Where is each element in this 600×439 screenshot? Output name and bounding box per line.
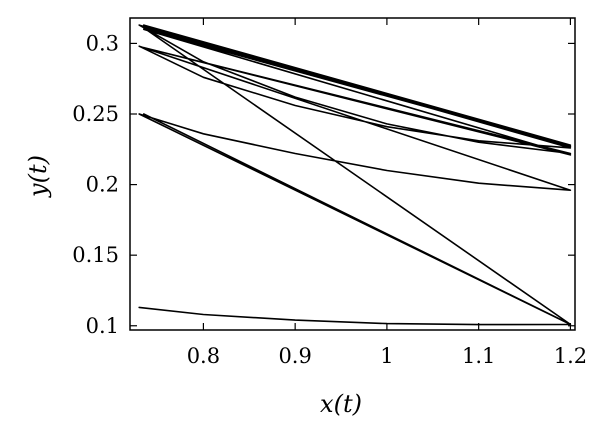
y-tick-label: 0.2 <box>86 173 119 197</box>
trajectory-line <box>138 24 572 326</box>
axis-ticks: 0.8 0.9 1 1.1 1.2 0.1 0.15 0.2 0.25 0.3 <box>72 18 587 368</box>
x-tick-label: 0.8 <box>187 344 220 368</box>
trajectory <box>138 24 572 326</box>
x-tick-label: 1.1 <box>462 344 495 368</box>
y-axis-label: y(t) <box>24 155 52 198</box>
plot-frame <box>129 17 576 331</box>
plot-area <box>129 17 576 331</box>
x-axis-label: x(t) <box>320 390 362 418</box>
y-tick-label: 0.25 <box>72 102 119 126</box>
y-tick-label: 0.15 <box>72 243 119 267</box>
y-tick-label: 0.3 <box>86 31 119 55</box>
x-tick-label: 0.9 <box>278 344 311 368</box>
y-tick-label: 0.1 <box>86 314 119 338</box>
x-tick-label: 1 <box>380 344 393 368</box>
x-tick-label: 1.2 <box>554 344 587 368</box>
